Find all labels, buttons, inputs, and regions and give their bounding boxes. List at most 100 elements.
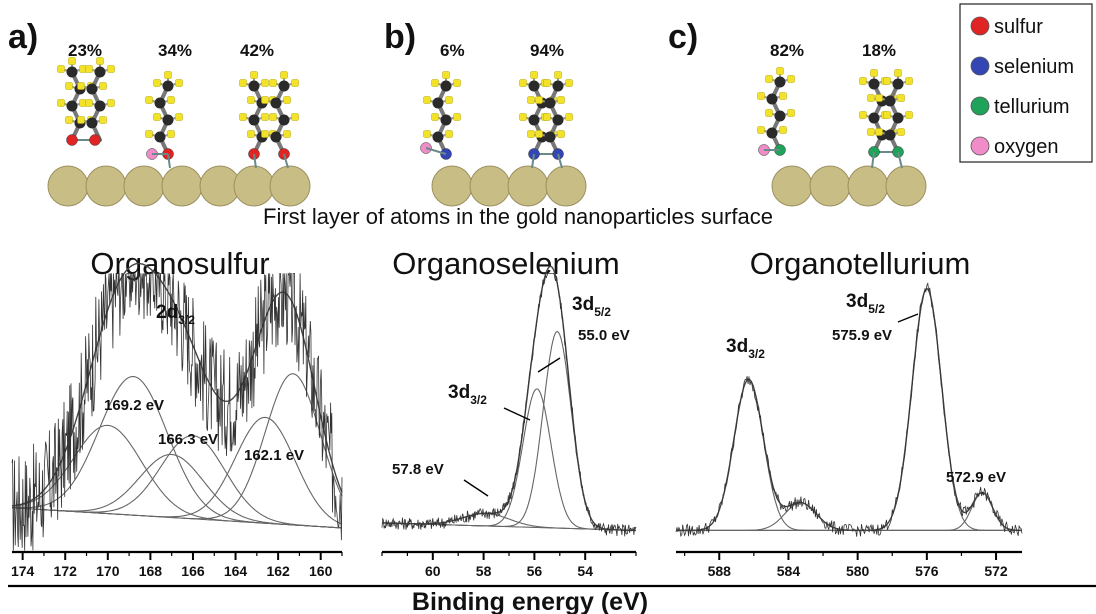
orbital-main-se-52: 3d [572,294,594,315]
carbon-atom [86,117,98,129]
x-tick-label: 160 [309,563,333,579]
hydrogen-atom [68,57,76,65]
tellurium-swatch-icon [970,96,990,116]
hydrogen-atom [527,130,535,138]
hydrogen-atom [57,99,65,107]
hydrogen-atom [859,77,867,85]
chart-title-organosulfur: Organosulfur [90,246,269,281]
hydrogen-atom [535,96,543,104]
chart-title-organotellurium: Organotellurium [750,246,971,281]
hydrogen-atom [543,113,551,121]
carbon-atom [162,80,174,92]
peak-label-575-9: 575.9 eV [832,327,892,344]
carbon-atom [868,78,880,90]
x-axis-label: Binding energy (eV) [412,588,648,614]
chart-organotellurium: 588 584 580 576 572 [675,282,1023,579]
hydrogen-atom [153,113,161,121]
peak-label-169-2: 169.2 eV [104,397,164,414]
hydrogen-atom [757,92,765,100]
carbon-atom [154,131,166,143]
orbital-sub-te-32: 3/2 [748,347,765,361]
selenium-swatch-icon [970,56,990,76]
orbital-sub-sulfur: 3/2 [178,313,195,327]
carbon-atom [66,100,78,112]
orbital-label-te-32: 3d3/2 [726,336,765,361]
alkyl-chain [239,71,277,156]
peak-label-55-0: 55.0 eV [578,327,630,344]
hydrogen-atom [261,113,269,121]
x-tick-label: 162 [266,563,290,579]
hydrogen-atom [145,96,153,104]
panel-a-pct-2: 34% [158,41,192,60]
orbital-sub-se-52: 5/2 [594,305,611,319]
orbital-main-te-52: 3d [846,291,868,312]
hydrogen-atom [291,79,299,87]
hydrogen-atom [77,116,85,124]
gold-atom [809,165,851,207]
hydrogen-atom [543,79,551,87]
chart-title-organoselenium: Organoselenium [392,246,619,281]
hydrogen-atom [269,113,277,121]
hydrogen-atom [445,130,453,138]
hydrogen-atom [442,71,450,79]
hydrogen-atom [875,128,883,136]
legend-label-selenium: selenium [994,56,1074,78]
carbon-atom [892,78,904,90]
orbital-sub-te-52: 5/2 [868,302,885,316]
gold-atom [885,165,927,207]
hydrogen-atom [280,71,288,79]
peak-label-166-3: 166.3 eV [158,431,218,448]
arrow-3d32-se [503,407,531,421]
hydrogen-atom [164,71,172,79]
hydrogen-atom [535,130,543,138]
hydrogen-atom [557,96,565,104]
hydrogen-atom [423,130,431,138]
hydrogen-atom [423,96,431,104]
hydrogen-atom [239,79,247,87]
raw-spectrum-line [675,282,1023,538]
carbon-atom [884,129,896,141]
hydrogen-atom [519,113,527,121]
hydrogen-atom [65,116,73,124]
gold-atom [469,165,511,207]
oxygen-swatch-icon [970,136,990,156]
x-tick-label: 58 [476,563,492,579]
hydrogen-atom [431,79,439,87]
orbital-label-sulfur: 2d3/2 [156,302,195,327]
hydrogen-atom [787,109,795,117]
chart-organosulfur: 174 172 170 168 166 164 162 160 [11,262,343,579]
hydrogen-atom [565,113,573,121]
molecule-illustrations [47,57,927,207]
organoselenium-annotations: 3d5/2 55.0 eV 3d3/2 57.8 eV [392,294,630,497]
hydrogen-atom [894,69,902,77]
organotellurium-annotations: 3d3/2 3d5/2 575.9 eV 572.9 eV [726,291,1006,486]
orbital-main-se-32: 3d [448,382,470,403]
hydrogen-atom [99,82,107,90]
carbon-atom [270,131,282,143]
orbital-label-se-32: 3d3/2 [448,382,487,407]
carbon-atom [440,114,452,126]
hydrogen-atom [779,92,787,100]
hydrogen-atom [905,111,913,119]
bond [425,147,447,155]
x-tick-label: 168 [139,563,163,579]
bond [167,153,171,169]
gold-atom [123,165,165,207]
hydrogen-atom [250,71,258,79]
bond [897,151,903,169]
component-peak-line [676,288,1022,531]
orbital-label-se-52: 3d5/2 [572,294,611,319]
carbon-atom [766,127,778,139]
bond [531,153,535,169]
gold-atom [847,165,889,207]
hydrogen-atom [787,75,795,83]
alkyl-chain [145,71,183,156]
carbon-atom [94,100,106,112]
hydrogen-atom [261,96,269,104]
component-peak-line [11,373,343,520]
carbon-atom [884,95,896,107]
hydrogen-atom [283,130,291,138]
panel-c-pct-2: 18% [862,41,896,60]
orbital-label-te-52: 3d5/2 [846,291,885,316]
